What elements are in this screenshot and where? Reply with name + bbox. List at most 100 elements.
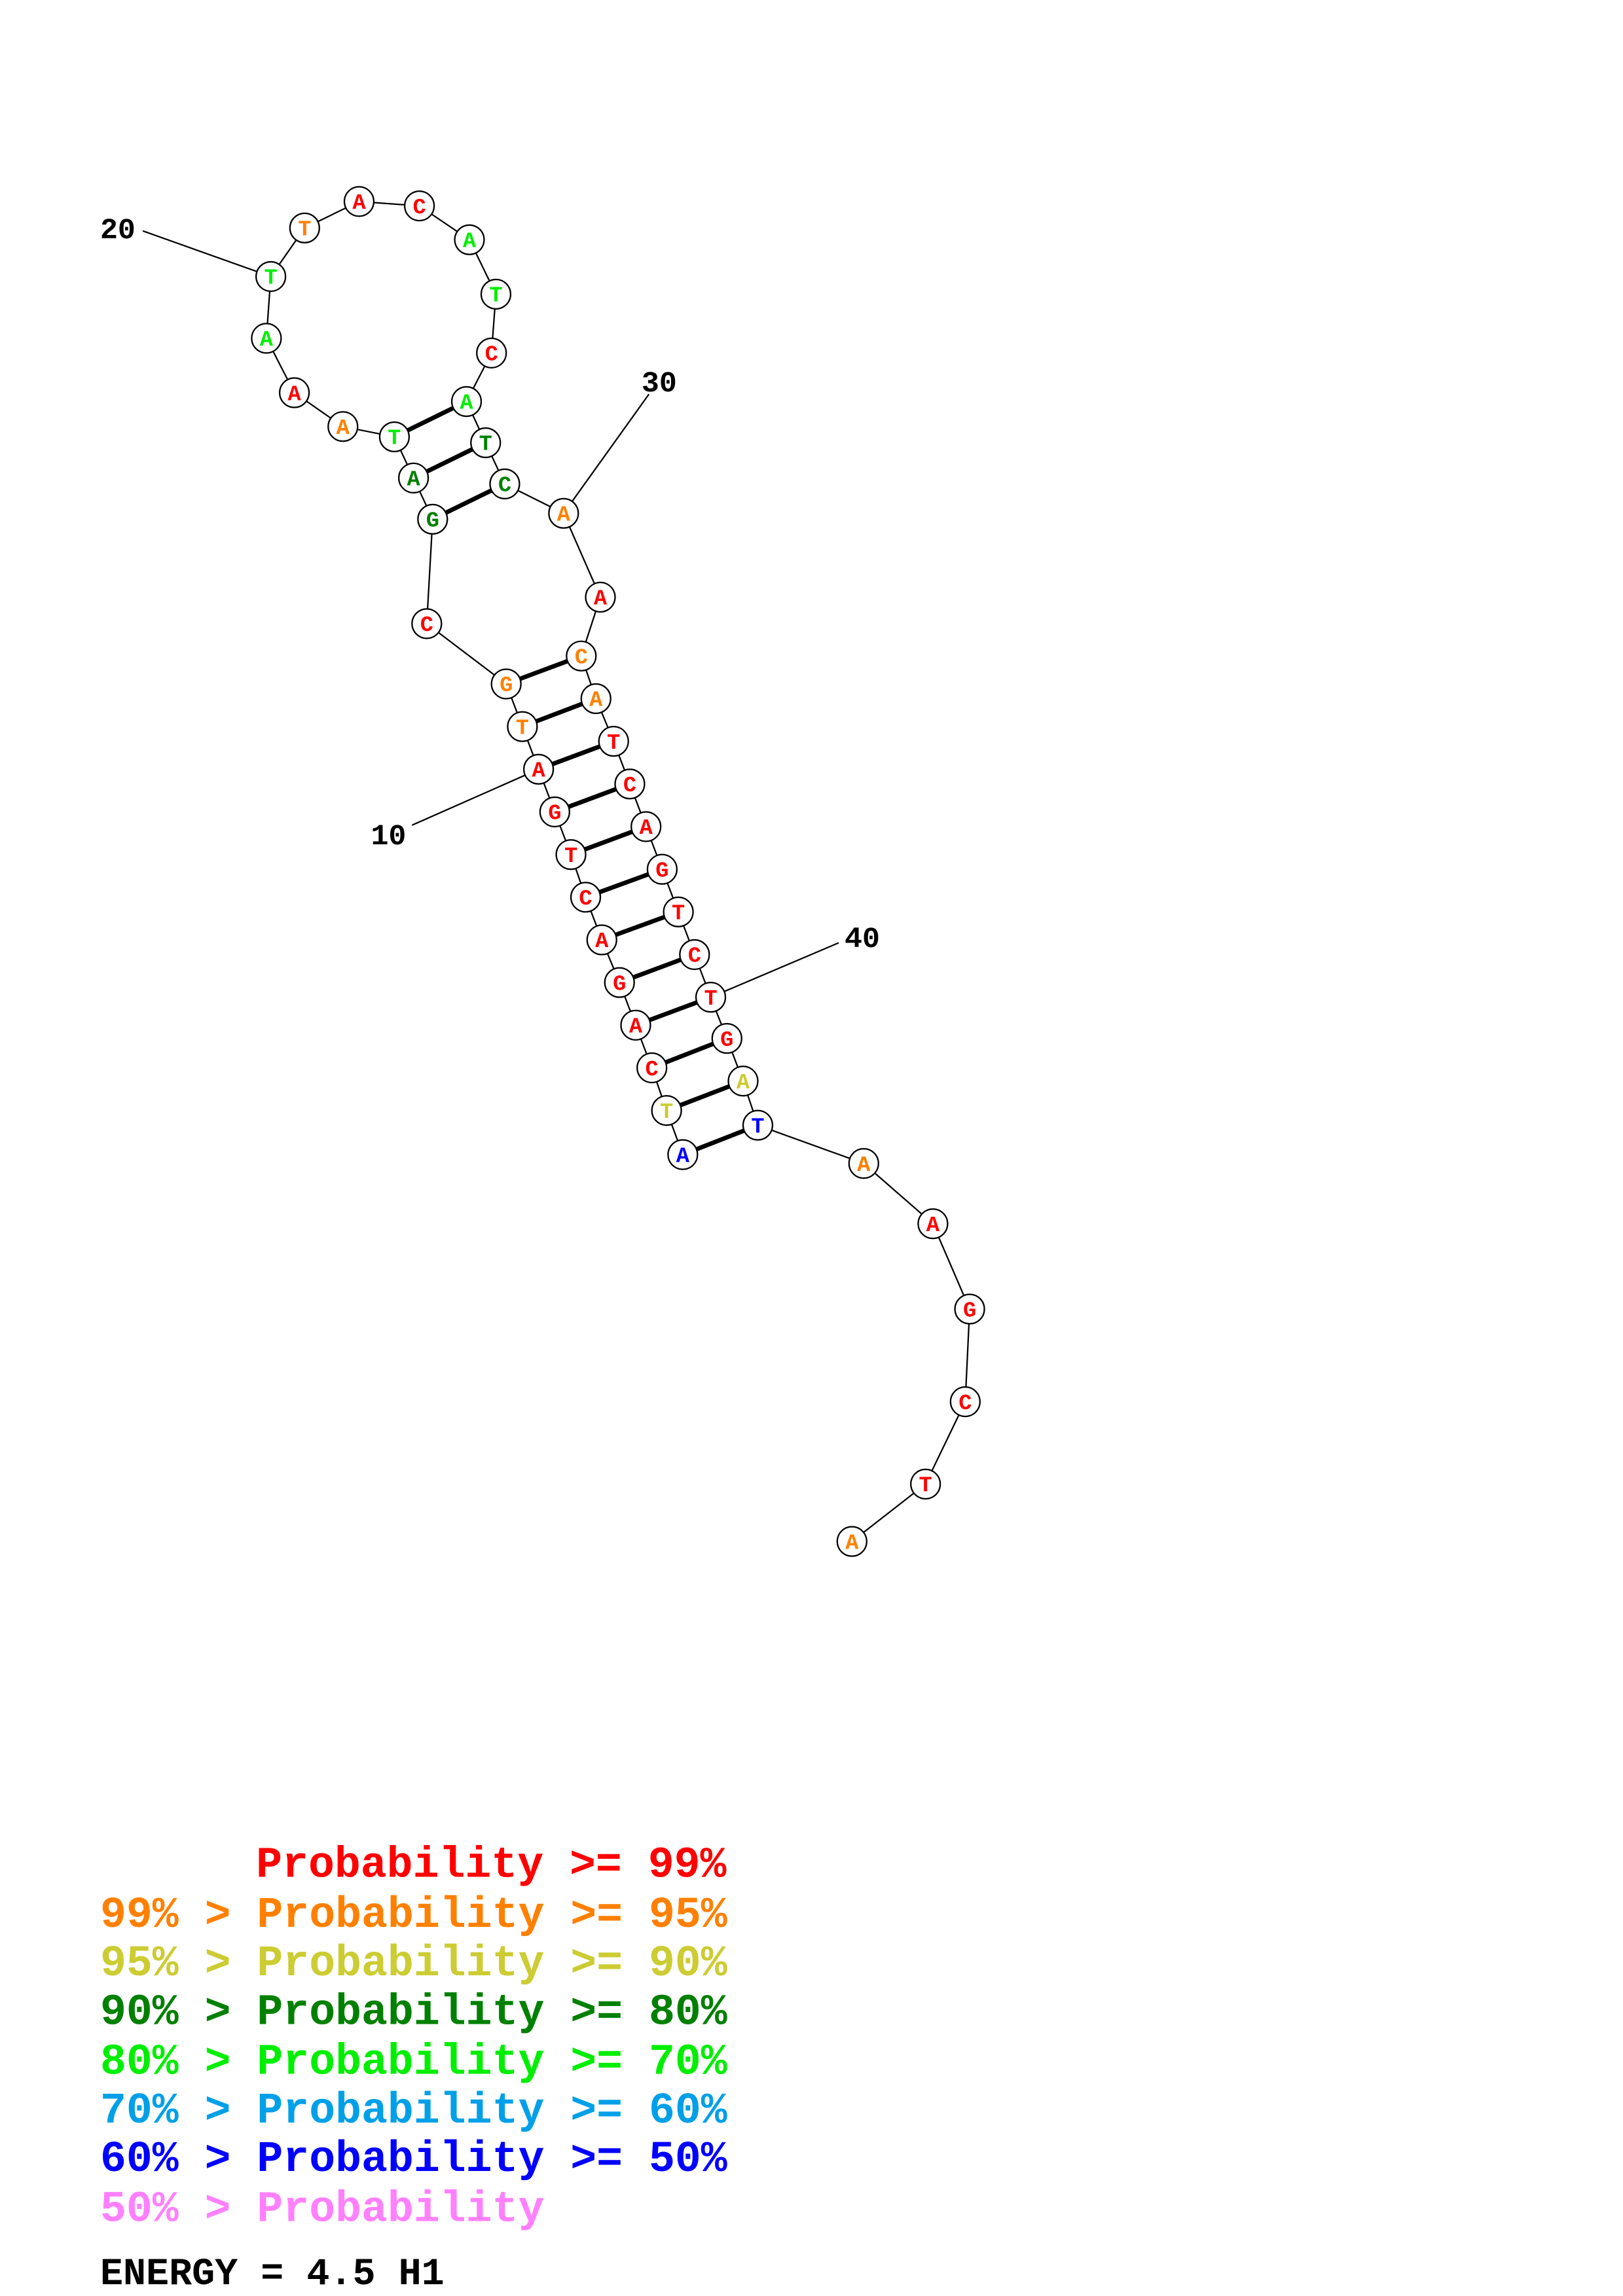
nucleotide: T [910, 1468, 941, 1500]
nucleotide-letter: T [479, 433, 492, 457]
legend-entry: 80% > Probability >= 70% [100, 2038, 727, 2087]
nucleotide: C [404, 190, 435, 222]
nucleotide: A [836, 1526, 867, 1557]
nucleotide: C [489, 468, 520, 499]
nucleotide-letter: G [500, 673, 513, 698]
nucleotide-letter: T [660, 1100, 673, 1125]
nucleotide: T [651, 1095, 682, 1126]
nucleotide-circle [454, 224, 485, 255]
nucleotide-letter: A [676, 1144, 690, 1169]
nucleotide-circle [489, 468, 520, 499]
nucleotide-circle [490, 668, 522, 700]
nucleotide-circle [630, 811, 662, 842]
position-tick [710, 942, 839, 998]
nucleotide-letter: T [607, 731, 620, 756]
nucleotide: G [646, 853, 678, 885]
nucleotide-letter: A [532, 759, 546, 784]
nucleotide: A [585, 581, 616, 613]
backbone [851, 1483, 926, 1543]
nucleotide: G [490, 668, 522, 700]
nucleotide: C [411, 608, 443, 639]
nucleotide-letter: A [857, 1153, 871, 1178]
nucleotide-letter: A [460, 391, 473, 416]
nucleotide-circle [411, 608, 443, 639]
nucleotide-letter: T [516, 716, 529, 741]
nucleotide-letter: A [352, 191, 366, 216]
nucleotide-circle [742, 1109, 774, 1141]
nucleotide: A [450, 386, 483, 418]
nucleotide: A [580, 683, 611, 715]
nucleotide-letter: T [672, 902, 685, 927]
nucleotide-circle [679, 939, 710, 971]
nucleotide-circle [949, 1386, 981, 1418]
nucleotide-circle [836, 1526, 867, 1557]
nucleotide: A [251, 323, 282, 354]
legend-entry: 60% > Probability >= 50% [100, 2135, 727, 2184]
nucleotide: G [539, 796, 570, 828]
nucleotide: G [417, 503, 448, 535]
nucleotide-circle [251, 323, 282, 354]
nucleotide: A [454, 224, 485, 255]
nucleotide-letter: A [287, 382, 301, 407]
nucleotide-circle [480, 278, 512, 310]
nucleotide-circle [566, 640, 597, 672]
backbone [426, 622, 507, 685]
nucleotide: A [343, 186, 375, 217]
position-tick [562, 393, 650, 514]
nucleotide-letter: C [575, 646, 588, 671]
nucleotide-letter: C [420, 613, 433, 638]
nucleotide-letter: C [623, 774, 636, 798]
backbone [757, 1124, 864, 1164]
nucleotide-letter: T [264, 266, 278, 291]
nucleotide-letter: T [489, 284, 502, 309]
nucleotide-circle [378, 421, 410, 453]
nucleotide: A [630, 811, 662, 842]
nucleotide: C [566, 640, 597, 672]
nucleotide-circle [343, 186, 375, 217]
nucleotide: C [614, 768, 646, 800]
backbone [964, 1309, 971, 1402]
nucleotide-circle [548, 497, 579, 529]
nucleotide: T [663, 896, 694, 927]
position-label: 30 [642, 368, 677, 401]
nucleotide-letter: A [737, 1071, 750, 1096]
nucleotide-circle [398, 462, 429, 493]
position-label: 10 [371, 821, 406, 853]
nucleotide-circle [470, 427, 501, 459]
nucleotide-letter: G [613, 972, 626, 997]
nucleotide-letter: T [751, 1115, 764, 1139]
nucleotide-letter: G [720, 1028, 733, 1053]
nucleotide: T [255, 260, 287, 293]
nucleotide-circle [289, 212, 320, 243]
nucleotide-letter: C [688, 944, 701, 969]
nucleotide-letter: A [589, 689, 603, 713]
position-label: 20 [100, 215, 136, 247]
nucleotide-circle [585, 581, 616, 613]
nucleotide: A [278, 377, 310, 408]
legend-entry: Probability >= 99% [256, 1841, 726, 1890]
nucleotide: T [695, 982, 727, 1013]
legend-entry: 90% > Probability >= 80% [100, 1988, 727, 2037]
nucleotide-letter: C [498, 474, 511, 499]
nucleotide: A [586, 924, 617, 956]
nucleotide: T [555, 839, 587, 870]
nucleotide-letter: T [704, 987, 717, 1012]
nucleotide-circle [695, 982, 727, 1013]
nucleotide-letter: G [655, 859, 668, 884]
nucleotide-circle [848, 1148, 879, 1179]
nucleotide-circle [417, 503, 448, 535]
nucleotide-letter: A [629, 1015, 643, 1040]
nucleotide-letter: A [557, 503, 571, 528]
nucleotide-circle [586, 924, 617, 956]
nucleotide-circle [327, 411, 359, 442]
nucleotide: A [667, 1139, 699, 1170]
nucleotide-letter: A [640, 816, 653, 841]
nucleotide-circle [450, 386, 483, 418]
nucleotide: A [523, 753, 555, 785]
nucleotide-letter: A [926, 1213, 940, 1238]
nucleotide-circle [476, 337, 507, 368]
legend-entry: 99% > Probability >= 95% [100, 1891, 727, 1940]
nucleotide-letter: G [963, 1299, 976, 1323]
nucleotide-letter: C [485, 343, 498, 368]
nucleotide-letter: A [337, 416, 350, 441]
